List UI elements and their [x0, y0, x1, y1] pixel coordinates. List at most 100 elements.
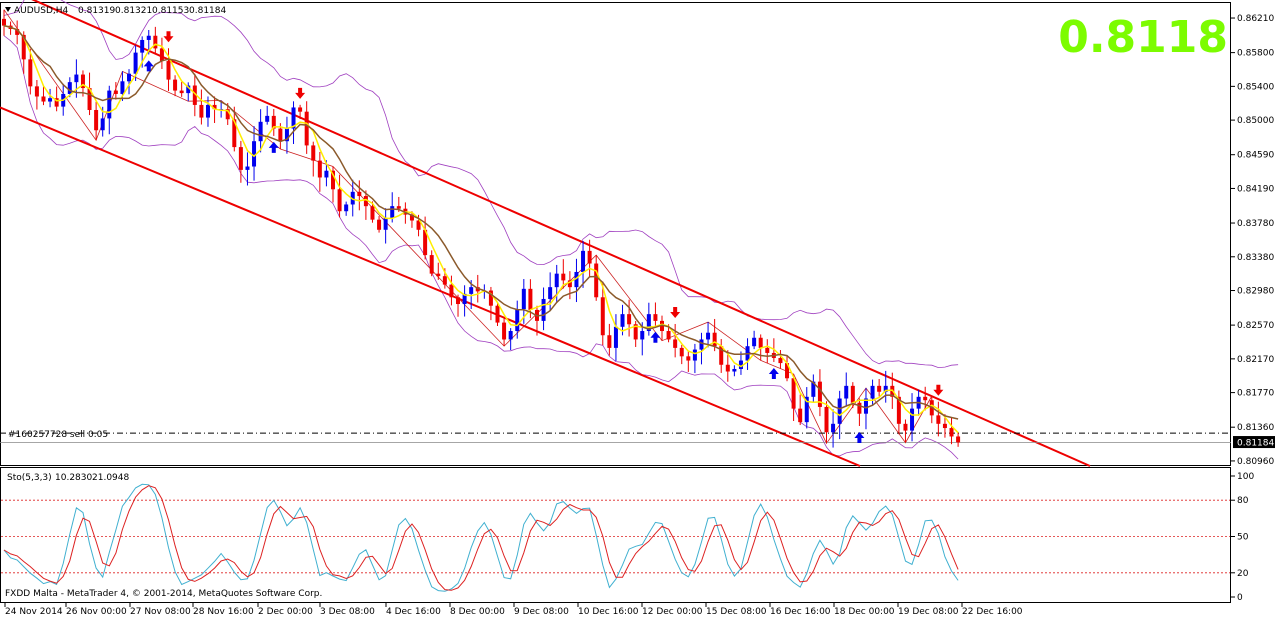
time-tick-label: 15 Dec 08:00	[706, 607, 767, 617]
time-tick-label: 4 Dec 16:00	[386, 607, 441, 617]
time-tick-label: 28 Nov 16:00	[193, 607, 254, 617]
candle-body	[752, 337, 757, 347]
stochastic-tick-label: 80	[1237, 496, 1249, 506]
candle-body	[179, 90, 184, 94]
footer-copyright: FXDD Malta - MetaTrader 4, © 2001-2014, …	[5, 589, 322, 599]
price-layer	[0, 0, 1231, 467]
candle-body	[350, 191, 355, 205]
slow-moving-average	[3, 24, 959, 420]
candle-body	[48, 98, 53, 102]
candle-body	[146, 35, 151, 40]
candle-body	[462, 293, 467, 305]
stochastic-signal-line	[3, 485, 959, 591]
candle-body	[107, 90, 112, 119]
time-tick-label: 27 Nov 08:00	[130, 607, 191, 617]
time-tick-label: 26 Nov 00:00	[66, 607, 127, 617]
candle-body	[87, 88, 92, 110]
candle-body	[28, 59, 33, 87]
stochastic-main-line	[3, 483, 959, 592]
buy-arrow-icon	[650, 331, 661, 343]
candle-body	[363, 196, 368, 207]
candle-body	[936, 415, 941, 424]
candle-body	[778, 358, 783, 364]
candle-body	[850, 385, 855, 403]
price-tick-label: 0.80960	[1237, 457, 1274, 467]
candle-body	[758, 337, 763, 348]
candle-body	[910, 408, 915, 431]
stochastic-axis: 100 80 50 20 0	[1231, 472, 1254, 603]
candle-body	[199, 104, 204, 118]
candle-body	[587, 250, 592, 264]
price-tick-label: 0.85000	[1237, 116, 1274, 126]
candle-body	[554, 273, 559, 288]
dropdown-triangle-icon[interactable]	[5, 7, 11, 12]
price-tick-label: 0.86210	[1237, 14, 1274, 24]
candle-body	[515, 309, 520, 332]
candle-body	[738, 360, 743, 369]
price-tick-label: 0.85400	[1237, 82, 1274, 92]
candle-body	[100, 118, 105, 131]
candle-body	[923, 396, 928, 401]
candle-body	[528, 288, 533, 310]
order-label[interactable]: #160257728 sell 0.05	[8, 430, 108, 440]
candle-body	[791, 378, 796, 409]
price-tick-label: 0.84190	[1237, 184, 1274, 194]
price-overlay: 0.8118	[1058, 12, 1228, 63]
time-tick-label: 3 Dec 08:00	[320, 607, 375, 617]
price-tick-label: 0.82170	[1237, 355, 1274, 365]
candle-body	[423, 229, 428, 256]
time-tick-label: 8 Dec 00:00	[450, 607, 505, 617]
candle-body	[613, 326, 618, 348]
candle-body	[80, 74, 85, 89]
candle-body	[2, 18, 6, 26]
price-tick-label: 0.85800	[1237, 49, 1274, 59]
candle-body	[120, 81, 125, 94]
time-tick-label: 12 Dec 00:00	[642, 607, 703, 617]
buy-arrow-icon	[143, 60, 154, 72]
candle-body	[284, 128, 289, 142]
candle-body	[173, 79, 178, 91]
candle-body	[811, 381, 816, 397]
candle-body	[429, 255, 434, 274]
candle-body	[706, 332, 711, 340]
price-tick-label: 0.84590	[1237, 151, 1274, 161]
candle-body	[15, 28, 20, 35]
candle-body	[798, 408, 803, 423]
candle-body	[344, 204, 349, 212]
candle-body	[844, 385, 849, 399]
ohlc-value: 0.81184	[189, 6, 226, 16]
time-tick-label: 2 Dec 00:00	[258, 607, 313, 617]
price-tick-label: 0.82570	[1237, 321, 1274, 331]
candle-body	[725, 364, 730, 372]
candle-body	[581, 250, 586, 272]
candle-body	[383, 217, 388, 230]
channel-upper-line	[31, 0, 1091, 467]
candle-body	[719, 346, 724, 365]
candle-body	[502, 322, 507, 340]
candle-body	[245, 166, 250, 170]
candle-body	[633, 324, 638, 340]
price-tick-label: 0.83380	[1237, 253, 1274, 263]
candle-body	[561, 273, 566, 281]
buy-arrow-icon	[768, 367, 779, 379]
candle-body	[225, 109, 230, 120]
candle-body	[817, 381, 822, 407]
price-pane-frame	[0, 2, 1231, 466]
candle-body	[831, 423, 836, 433]
candle-body	[666, 331, 671, 340]
candle-body	[331, 170, 335, 190]
candle-body	[34, 86, 39, 97]
candle-body	[903, 423, 908, 431]
candle-body	[298, 107, 303, 112]
candle-body	[469, 287, 474, 294]
candle-body	[192, 85, 197, 105]
candle-body	[265, 115, 270, 122]
candle-body	[449, 284, 454, 298]
candle-body	[113, 90, 118, 94]
time-tick-label: 16 Dec 16:00	[770, 607, 831, 617]
stochastic-value: 10.2830	[55, 473, 92, 483]
candle-body	[278, 128, 283, 142]
candle-body	[21, 34, 26, 60]
